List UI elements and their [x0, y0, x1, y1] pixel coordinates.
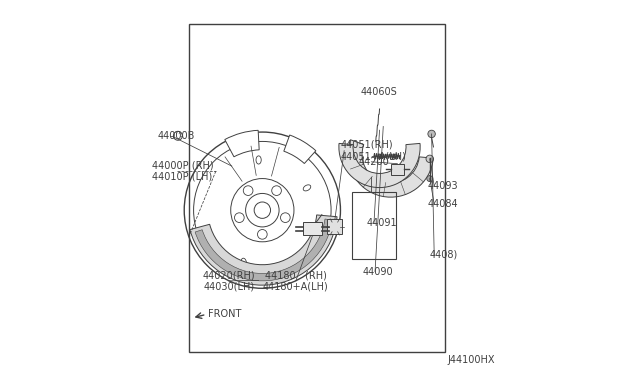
Bar: [189, 24, 445, 352]
Circle shape: [173, 131, 182, 140]
Text: 44051(RH)
44051+A(LH): 44051(RH) 44051+A(LH): [340, 140, 406, 161]
Circle shape: [428, 130, 435, 138]
Wedge shape: [190, 215, 337, 285]
Text: J44100HX: J44100HX: [447, 355, 495, 365]
Text: 44000P (RH)
44010P (LH): 44000P (RH) 44010P (LH): [152, 160, 214, 182]
Circle shape: [280, 213, 290, 222]
Wedge shape: [284, 135, 316, 164]
Bar: [303, 222, 322, 235]
Bar: [328, 219, 342, 234]
Ellipse shape: [256, 156, 261, 164]
Ellipse shape: [303, 185, 311, 191]
Circle shape: [257, 230, 267, 239]
Circle shape: [427, 176, 433, 182]
Text: 44093: 44093: [428, 181, 458, 191]
Circle shape: [243, 186, 253, 195]
Text: 44020(RH)
44030(LH): 44020(RH) 44030(LH): [202, 270, 255, 292]
Text: 44000B: 44000B: [157, 131, 195, 141]
Text: FRONT: FRONT: [207, 310, 241, 319]
Circle shape: [254, 202, 271, 218]
Text: 44084: 44084: [428, 199, 458, 209]
Ellipse shape: [241, 258, 246, 266]
Bar: [351, 192, 396, 259]
Circle shape: [272, 186, 282, 195]
Text: 44180   (RH)
44180+A(LH): 44180 (RH) 44180+A(LH): [263, 270, 329, 292]
Wedge shape: [348, 140, 433, 197]
Text: 44200: 44200: [359, 157, 390, 167]
Circle shape: [426, 155, 433, 163]
Wedge shape: [339, 143, 420, 187]
Bar: [390, 164, 404, 175]
Text: 44060S: 44060S: [360, 87, 397, 97]
Wedge shape: [225, 130, 259, 157]
Text: 44091: 44091: [367, 218, 397, 228]
Wedge shape: [195, 219, 332, 281]
Text: 44090: 44090: [363, 267, 394, 276]
Ellipse shape: [307, 226, 314, 232]
Circle shape: [234, 213, 244, 222]
Text: 4408): 4408): [429, 250, 458, 260]
